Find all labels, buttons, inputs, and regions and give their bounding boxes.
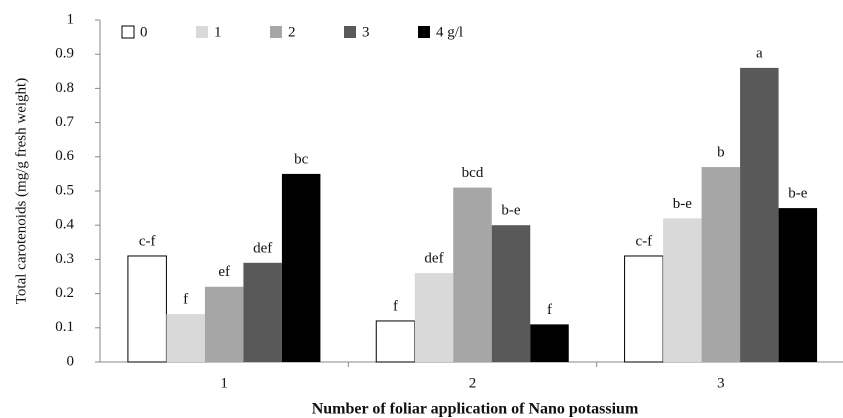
bar-letter: b-e [788,186,807,202]
bar [166,314,205,362]
bar-letter: b-e [673,196,692,212]
bar-letter: a [756,45,763,61]
y-tick-label: 0.3 [55,251,74,267]
y-tick-label: 0 [67,353,75,369]
x-tick-label: 1 [220,375,228,391]
legend-swatch [196,26,208,38]
legend-label: 4 g/l [436,24,463,40]
bar [127,255,167,363]
x-tick-label: 3 [717,375,725,391]
bar-letter: bcd [462,165,484,181]
y-tick-label: 0.4 [55,217,74,233]
bar [740,67,779,362]
legend-label: 3 [362,24,370,40]
bar-letter: ef [218,264,230,280]
bar-letter: b [717,144,725,160]
legend-swatch [418,26,430,38]
bar-letter: def [253,240,272,256]
bar [701,167,741,362]
bar [243,262,282,362]
y-tick-label: 1 [67,11,75,27]
bar-letter: f [183,292,188,308]
bar-letter: f [393,298,398,314]
legend-label: 0 [140,24,148,40]
bar [491,225,531,362]
legend-label: 2 [288,24,296,40]
bar [204,286,244,362]
bar-letter: def [424,251,443,267]
bar-letter: f [547,302,552,318]
bar [453,187,492,362]
bar-letter: b-e [501,203,520,219]
legend-swatch [121,25,135,39]
bar [530,324,569,362]
y-tick-label: 0.8 [55,80,74,96]
bar-letter: c-f [139,233,156,249]
bar-letter: bc [294,151,309,167]
y-tick-label: 0.6 [55,148,74,164]
x-tick-label: 2 [469,375,477,391]
legend-swatch [270,26,282,38]
y-tick-label: 0.9 [55,46,74,62]
bar-letter: c-f [636,233,653,249]
y-tick-label: 0.2 [55,285,74,301]
x-axis-label: Number of foliar application of Nano pot… [312,401,639,418]
y-tick-label: 0.5 [55,182,74,198]
bar [375,320,416,363]
y-axis-label: Total carotenoids (mg/g fresh weight) [13,78,29,304]
legend-swatch [344,26,356,38]
bar [624,255,664,363]
y-tick-label: 0.7 [55,114,74,130]
bar [778,208,818,362]
bar [663,218,702,362]
legend-label: 1 [214,24,222,40]
bar [281,173,321,362]
bar [414,273,454,362]
y-tick-label: 0.1 [55,319,74,335]
